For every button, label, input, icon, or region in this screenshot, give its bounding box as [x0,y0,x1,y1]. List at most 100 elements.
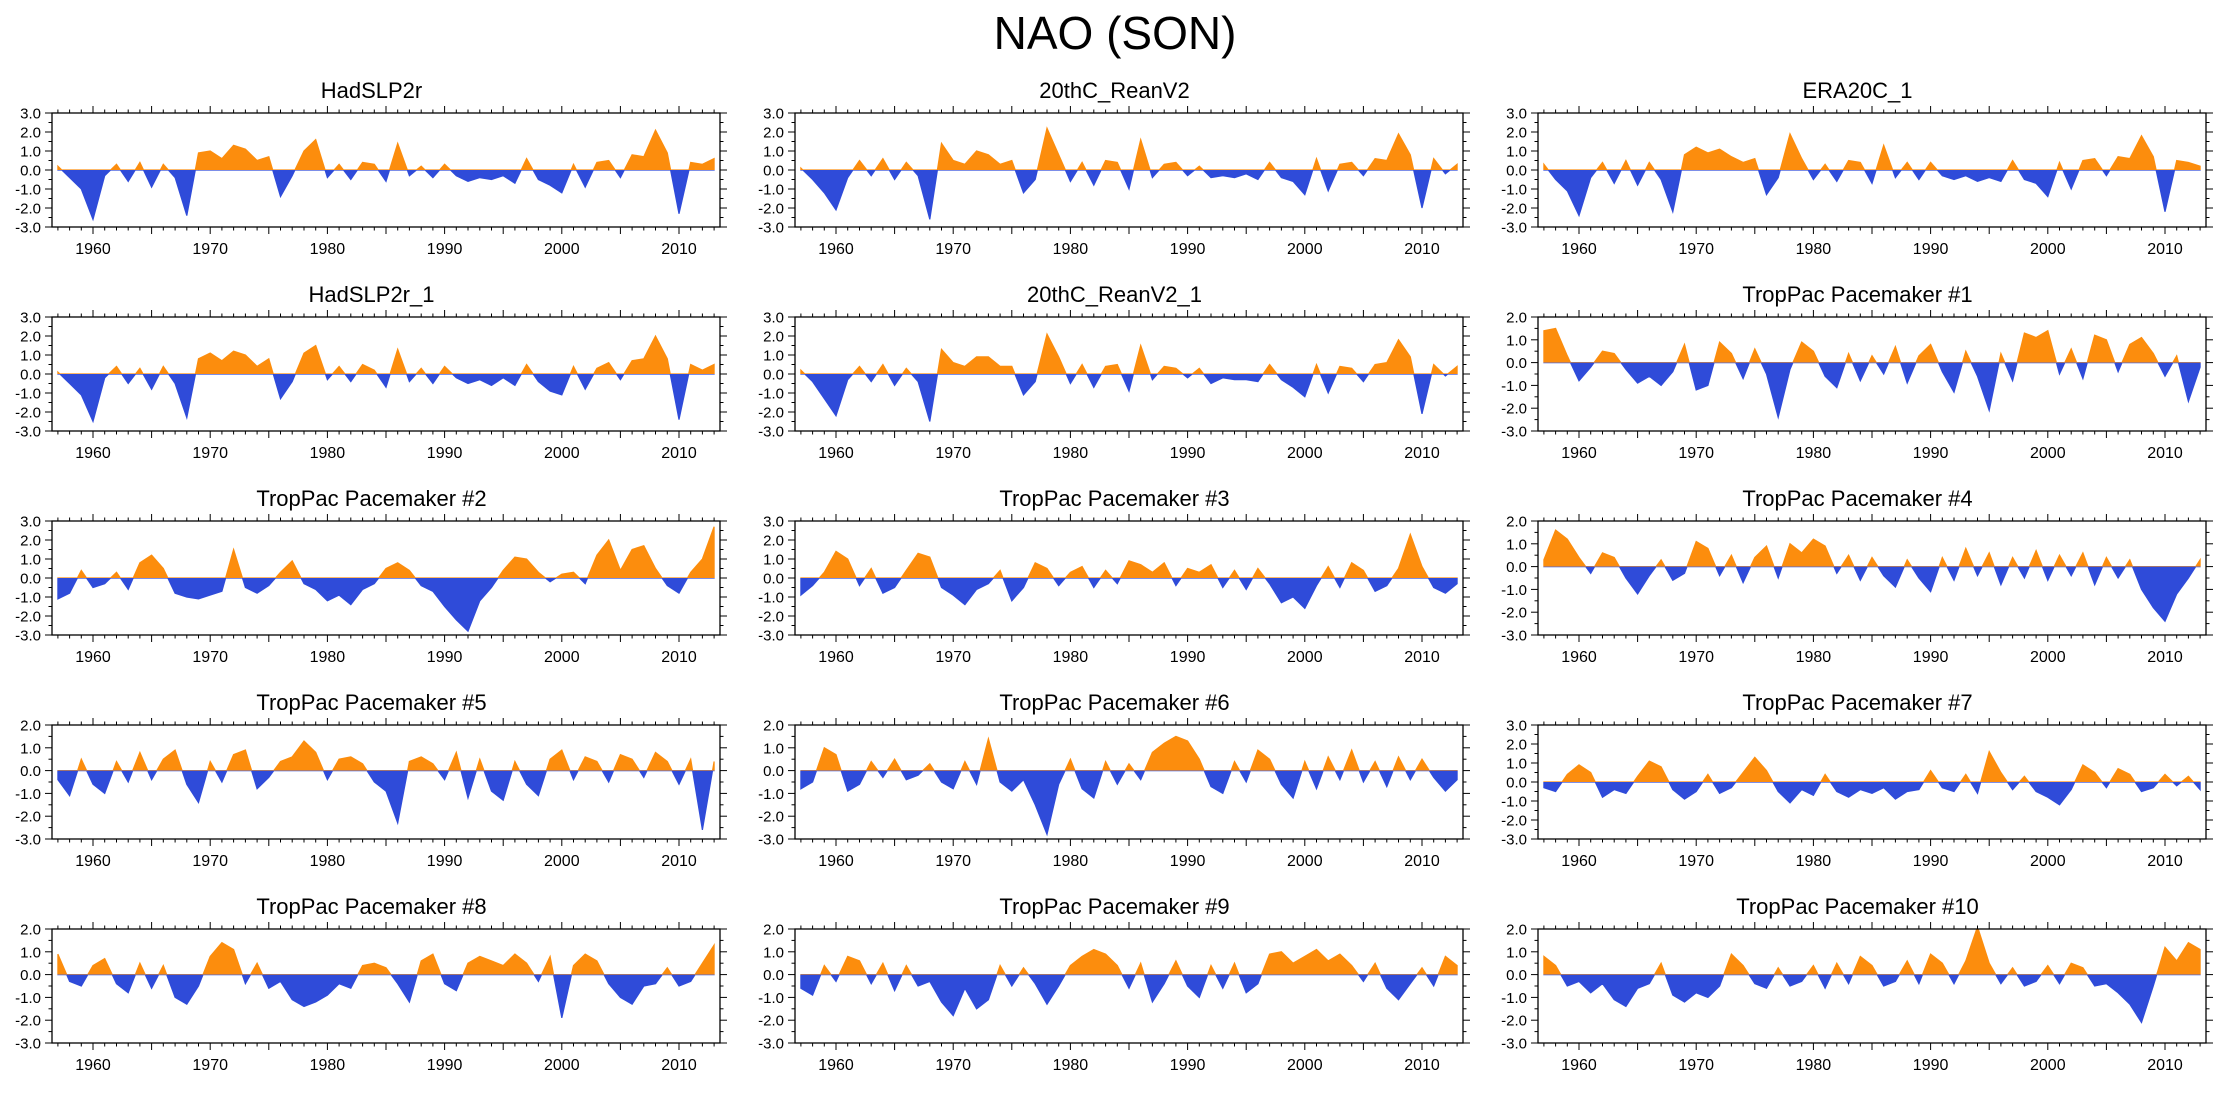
x-tick-label: 2010 [1404,241,1440,258]
panel-title: TropPac Pacemaker #8 [256,893,487,919]
y-tick-label: 3.0 [20,513,41,530]
y-tick-label: -1.0 [758,589,784,606]
x-tick-label: 2010 [1404,1057,1440,1074]
y-tick-label: 3.0 [763,105,784,122]
y-tick-label: 1.0 [20,740,41,757]
y-tick-label: -2.0 [15,608,41,625]
panel-plot: 1960 1970 1980 1990 2000 2010 -3.0 -2.0 -1.0 0.0 1… [758,921,1470,1074]
x-tick-label: 2000 [544,241,580,258]
x-tick-label: 1980 [309,1057,345,1074]
panel-plot: 1960 1970 1980 1990 2000 2010 -3.0 -2.0 -1.0 0.0 1… [15,921,727,1074]
y-tick-label: 2.0 [1506,124,1527,141]
x-tick-label: 1990 [1169,445,1205,462]
y-tick-label: 3.0 [20,105,41,122]
x-tick-label: 1960 [1561,241,1597,258]
y-tick-label: 0.0 [1506,559,1527,576]
x-tick-label: 2010 [2147,1057,2183,1074]
x-tick-label: 1990 [1912,241,1948,258]
y-tick-label: 1.0 [763,740,784,757]
panel-plot: 1960 1970 1980 1990 2000 2010 -3.0 -2.0 -1.0 0.0 1… [1501,921,2213,1074]
x-tick-label: 1990 [426,853,462,870]
x-tick-label: 1990 [1169,853,1205,870]
x-tick-label: 1980 [1795,241,1831,258]
x-tick-label: 1990 [426,1057,462,1074]
y-tick-label: -1.0 [1501,793,1527,810]
x-tick-label: 1990 [1912,649,1948,666]
y-tick-label: 1.0 [763,551,784,568]
x-tick-label: 1980 [1052,241,1088,258]
y-tick-label: -3.0 [1501,627,1527,644]
x-tick-label: 2010 [1404,649,1440,666]
panel-title: HadSLP2r_1 [308,281,435,307]
y-tick-label: 3.0 [763,513,784,530]
y-tick-label: 0.0 [763,570,784,587]
x-tick-label: 2000 [544,1057,580,1074]
y-tick-label: 0.0 [1506,355,1527,372]
y-tick-label: 3.0 [1506,105,1527,122]
x-tick-label: 1990 [1912,445,1948,462]
y-tick-label: 2.0 [20,124,41,141]
y-tick-label: -2.0 [1501,812,1527,829]
x-tick-label: 1980 [1795,853,1831,870]
y-tick-label: 0.0 [1506,967,1527,984]
x-tick-label: 1960 [75,649,111,666]
x-tick-label: 2010 [661,1057,697,1074]
x-tick-label: 1990 [1912,1057,1948,1074]
panel-plot: 1960 1970 1980 1990 2000 2010 -3.0 -2.0 -1.0 0.0 1… [758,309,1470,462]
y-tick-label: 1.0 [20,944,41,961]
x-tick-label: 1990 [1912,853,1948,870]
y-tick-label: 2.0 [763,328,784,345]
page-title: NAO (SON) [993,7,1237,59]
x-tick-label: 1980 [309,853,345,870]
panel-title: 20thC_ReanV2_1 [1027,281,1202,307]
x-tick-label: 2000 [2030,853,2066,870]
y-tick-label: 1.0 [763,944,784,961]
y-tick-label: 0.0 [20,366,41,383]
y-tick-label: 0.0 [1506,774,1527,791]
panel-plot: 1960 1970 1980 1990 2000 2010 -3.0 -2.0 -1.0 0.0 1… [15,513,727,666]
y-tick-label: 1.0 [1506,332,1527,349]
x-tick-label: 1970 [935,445,971,462]
y-tick-label: 0.0 [763,763,784,780]
panel-plot: 1960 1970 1980 1990 2000 2010 -3.0 -2.0 -1.0 0.0 1… [1501,717,2213,870]
x-tick-label: 1980 [1052,853,1088,870]
y-tick-label: -3.0 [15,627,41,644]
x-tick-label: 1970 [1678,649,1714,666]
x-tick-label: 1980 [1795,649,1831,666]
y-tick-label: -1.0 [1501,181,1527,198]
x-tick-label: 2000 [1287,445,1323,462]
x-tick-label: 1980 [1052,1057,1088,1074]
y-tick-label: -1.0 [758,181,784,198]
y-tick-label: -1.0 [1501,377,1527,394]
y-tick-label: -2.0 [15,200,41,217]
panel-plot: 1960 1970 1980 1990 2000 2010 -3.0 -2.0 -1.0 0.0 1… [15,717,727,870]
y-tick-label: -1.0 [1501,989,1527,1006]
y-tick-label: 0.0 [20,967,41,984]
y-tick-label: -1.0 [758,785,784,802]
y-tick-label: -3.0 [1501,219,1527,236]
x-tick-label: 1970 [192,1057,228,1074]
x-tick-label: 1960 [75,1057,111,1074]
x-tick-label: 2010 [2147,853,2183,870]
y-tick-label: -2.0 [758,404,784,421]
x-tick-label: 1980 [1052,445,1088,462]
panel-title: HadSLP2r [320,77,423,103]
panel-title: TropPac Pacemaker #3 [999,485,1230,511]
x-tick-label: 1990 [1169,241,1205,258]
y-tick-label: 1.0 [20,347,41,364]
x-tick-label: 1980 [1795,445,1831,462]
y-tick-label: 0.0 [763,366,784,383]
y-tick-label: -1.0 [758,385,784,402]
y-tick-label: -1.0 [15,181,41,198]
panel-title: TropPac Pacemaker #1 [1742,281,1973,307]
y-tick-label: -2.0 [15,1012,41,1029]
x-tick-label: 1970 [192,241,228,258]
chart-panel: TropPac Pacemaker #4 1960 1970 1980 1990 2000… [1486,485,2229,673]
panel-title: 20thC_ReanV2 [1039,77,1190,103]
x-tick-label: 2000 [2030,445,2066,462]
y-tick-label: -1.0 [15,989,41,1006]
x-tick-label: 1960 [1561,1057,1597,1074]
y-tick-label: -3.0 [758,831,784,848]
x-tick-label: 2000 [2030,241,2066,258]
panel-title: TropPac Pacemaker #2 [256,485,487,511]
